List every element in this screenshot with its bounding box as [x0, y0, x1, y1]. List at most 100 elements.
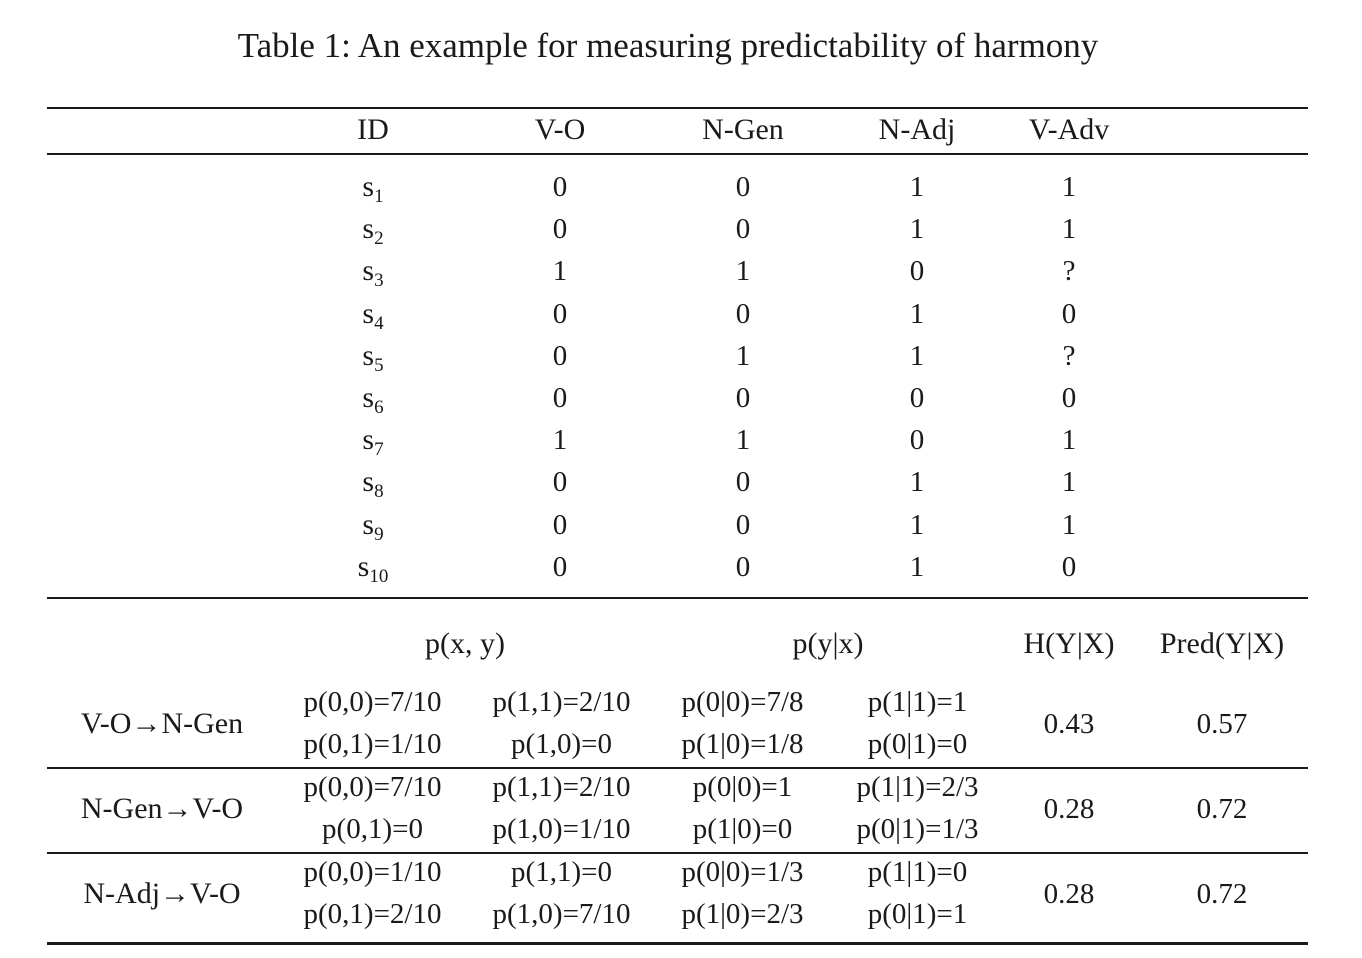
sample-id: s9	[323, 504, 423, 546]
cell-n-adj: 1	[909, 550, 925, 583]
cell-n-adj: 1	[909, 508, 925, 541]
joint-prob-right: p(1,0)=1/10	[492, 813, 631, 845]
sample-id: s3	[323, 250, 423, 292]
cell-v-o: 0	[552, 466, 568, 499]
sample-id-base: s	[357, 549, 370, 583]
joint-prob-right: p(1,0)=7/10	[492, 898, 631, 930]
joint-prob-left: p(0,0)=1/10	[303, 856, 442, 888]
cond-prob-right: p(0|1)=1/3	[856, 813, 979, 845]
sample-id-base: s	[362, 465, 375, 499]
cell-v-adv: 1	[1061, 466, 1077, 499]
cond-prob-right: p(1|1)=2/3	[856, 771, 979, 803]
direction-label: N-Adj→V-O	[83, 877, 241, 910]
section-rule	[47, 597, 1308, 599]
sample-id: s8	[323, 461, 423, 503]
sample-id: s4	[323, 293, 423, 335]
header-n-gen: N-Gen	[702, 113, 784, 146]
sample-id-subscript: 5	[374, 354, 384, 376]
header-n-adj: N-Adj	[878, 113, 956, 146]
entropy-value: 0.28	[1043, 878, 1095, 910]
cell-v-adv: 1	[1061, 213, 1077, 246]
bottom-rule	[47, 942, 1308, 945]
cell-n-gen: 0	[735, 297, 751, 330]
table-caption: Table 1: An example for measuring predic…	[237, 26, 1099, 65]
joint-prob-left: p(0,0)=7/10	[303, 771, 442, 803]
header-pred: Pred(Y|X)	[1159, 627, 1285, 660]
cell-n-gen: 0	[735, 466, 751, 499]
cond-prob-left: p(1|0)=2/3	[681, 898, 804, 930]
cell-v-adv: 0	[1061, 382, 1077, 414]
cell-v-o: 0	[552, 508, 568, 541]
sample-id-base: s	[362, 254, 375, 288]
sample-id: s10	[323, 546, 423, 588]
cell-v-o: 0	[552, 171, 568, 203]
cell-n-adj: 1	[909, 213, 925, 246]
cell-v-o: 0	[552, 550, 568, 583]
cell-v-adv: 1	[1061, 171, 1077, 203]
sample-id-base: s	[362, 423, 375, 457]
sample-id-base: s	[362, 381, 375, 414]
cell-v-o: 0	[552, 339, 568, 372]
sample-id-subscript: 8	[374, 481, 384, 503]
sample-id: s1	[323, 166, 423, 208]
sample-id-subscript: 3	[374, 270, 384, 292]
cell-v-o: 0	[552, 382, 568, 414]
cell-v-adv: 0	[1061, 550, 1077, 583]
cell-n-adj: 1	[909, 339, 925, 372]
row-rule-2	[47, 852, 1308, 854]
cell-v-o: 1	[552, 424, 568, 457]
sample-id-subscript: 6	[374, 397, 384, 418]
cond-prob-right: p(1|1)=0	[867, 856, 968, 888]
sample-id-subscript: 10	[369, 565, 389, 587]
sample-id-base: s	[362, 212, 375, 246]
entropy-value: 0.28	[1043, 793, 1095, 825]
cell-v-adv: 1	[1061, 508, 1077, 541]
cond-prob-left: p(0|0)=1/3	[681, 856, 804, 888]
sample-id: s2	[323, 208, 423, 250]
cell-n-adj: 0	[909, 424, 925, 457]
joint-prob-left: p(0,1)=0	[322, 813, 423, 845]
cell-n-adj: 1	[909, 171, 925, 203]
cell-n-gen: 1	[735, 255, 751, 288]
top-rule	[47, 107, 1308, 109]
cond-prob-right: p(0|1)=0	[867, 728, 968, 760]
joint-prob-left: p(0,1)=1/10	[303, 728, 442, 760]
sample-id-base: s	[362, 338, 375, 372]
sample-id: s7	[323, 419, 423, 461]
cell-n-gen: 0	[735, 213, 751, 246]
sample-id-base: s	[362, 296, 375, 330]
direction-label: N-Gen→V-O	[80, 792, 244, 825]
sample-id-subscript: 2	[374, 228, 384, 250]
joint-prob-right: p(1,1)=2/10	[492, 771, 631, 803]
header-id: ID	[357, 113, 389, 146]
cond-prob-right: p(1|1)=1	[867, 686, 968, 718]
sample-id: s5	[323, 335, 423, 377]
sample-id-subscript: 7	[374, 439, 384, 461]
cell-n-adj: 1	[909, 466, 925, 499]
header-entropy: H(Y|X)	[1023, 627, 1115, 660]
cell-n-adj: 1	[909, 297, 925, 330]
cell-v-o: 1	[552, 255, 568, 288]
cond-prob-left: p(0|0)=1	[692, 771, 793, 803]
direction-label: V-O→N-Gen	[80, 707, 244, 740]
joint-prob-right: p(1,0)=0	[511, 728, 612, 760]
cond-prob-left: p(1|0)=1/8	[681, 728, 804, 760]
cell-n-gen: 0	[735, 382, 751, 414]
cell-v-adv: ?	[1062, 255, 1076, 288]
row-rule-1	[47, 767, 1308, 769]
header-joint-prob: p(x, y)	[425, 627, 505, 660]
cell-v-o: 0	[552, 213, 568, 246]
header-v-adv: V-Adv	[1028, 113, 1110, 146]
joint-prob-right: p(1,1)=2/10	[492, 686, 631, 718]
cell-n-gen: 1	[735, 424, 751, 457]
cond-prob-right: p(0|1)=1	[867, 898, 968, 930]
cell-n-gen: 0	[735, 508, 751, 541]
cell-n-gen: 0	[735, 171, 751, 203]
joint-prob-right: p(1,1)=0	[511, 856, 612, 888]
cell-v-adv: 0	[1061, 297, 1077, 330]
sample-id-base: s	[362, 170, 375, 203]
sample-id: s6	[323, 377, 423, 419]
cell-v-adv: 1	[1061, 424, 1077, 457]
sample-id-subscript: 9	[374, 523, 384, 545]
cell-n-adj: 0	[909, 255, 925, 288]
